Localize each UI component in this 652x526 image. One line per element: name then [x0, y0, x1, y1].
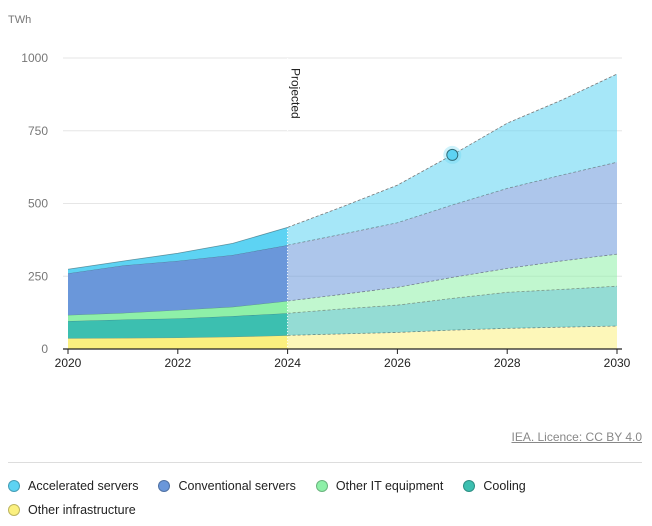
x-tick-label: 2020	[55, 356, 82, 370]
divider	[8, 462, 642, 463]
legend-label: Cooling	[483, 479, 526, 493]
y-tick-label: 1000	[21, 51, 48, 65]
x-tick-label: 2030	[604, 356, 631, 370]
legend-swatch-icon	[315, 480, 328, 492]
y-tick-label: 0	[41, 342, 48, 356]
y-tick-label: 750	[28, 124, 48, 138]
legend-swatch-icon	[463, 480, 476, 492]
area-historical-other-infrastructure	[68, 335, 288, 349]
y-tick-label: 500	[28, 197, 48, 211]
area-historical-cooling	[68, 313, 288, 339]
legend-swatch-icon	[158, 480, 171, 492]
legend-label: Accelerated servers	[28, 479, 139, 493]
legend-item-cooling[interactable]: Cooling	[463, 478, 526, 494]
legend-swatch-icon	[8, 504, 20, 516]
area-historical-accelerated-servers	[68, 227, 288, 274]
area-projected-other-it-equipment	[287, 254, 617, 314]
area-historical-conventional-servers	[68, 245, 288, 315]
legend-label: Other IT equipment	[335, 479, 444, 493]
series-line-historical	[67, 226, 288, 270]
projected-annotation: Projected	[289, 68, 303, 119]
legend-swatch-icon	[8, 480, 20, 492]
x-tick-label: 2026	[384, 356, 411, 370]
area-projected-other-infrastructure	[287, 326, 617, 349]
legend-label: Conventional servers	[178, 479, 296, 493]
legend-item-other-it-equipment[interactable]: Other IT equipment	[315, 478, 444, 494]
source-licence-link[interactable]: IEA. Licence: CC BY 4.0	[511, 430, 642, 444]
legend-item-conventional-servers[interactable]: Conventional servers	[158, 478, 296, 494]
y-axis-unit-label: TWh	[8, 14, 32, 26]
highlight-point[interactable]	[446, 148, 459, 161]
area-projected-cooling	[287, 286, 617, 336]
stacked-area-chart: 0 250 500 750 1000 Projected 2020 2022 2024 2026 2…	[21, 51, 631, 370]
legend-item-accelerated-servers[interactable]: Accelerated servers	[8, 478, 138, 494]
area-historical-other-it-equipment	[68, 300, 288, 322]
y-tick-label: 250	[28, 269, 48, 283]
area-projected-conventional-servers	[287, 162, 617, 301]
legend-label: Other infrastructure	[28, 503, 136, 517]
x-tick-label: 2022	[164, 356, 191, 370]
x-tick-label: 2028	[494, 356, 521, 370]
legend-item-other-infrastructure[interactable]: Other infrastructure	[8, 502, 136, 518]
x-tick-label: 2024	[274, 356, 301, 370]
legend: Accelerated servers Conventional servers O…	[8, 478, 638, 518]
